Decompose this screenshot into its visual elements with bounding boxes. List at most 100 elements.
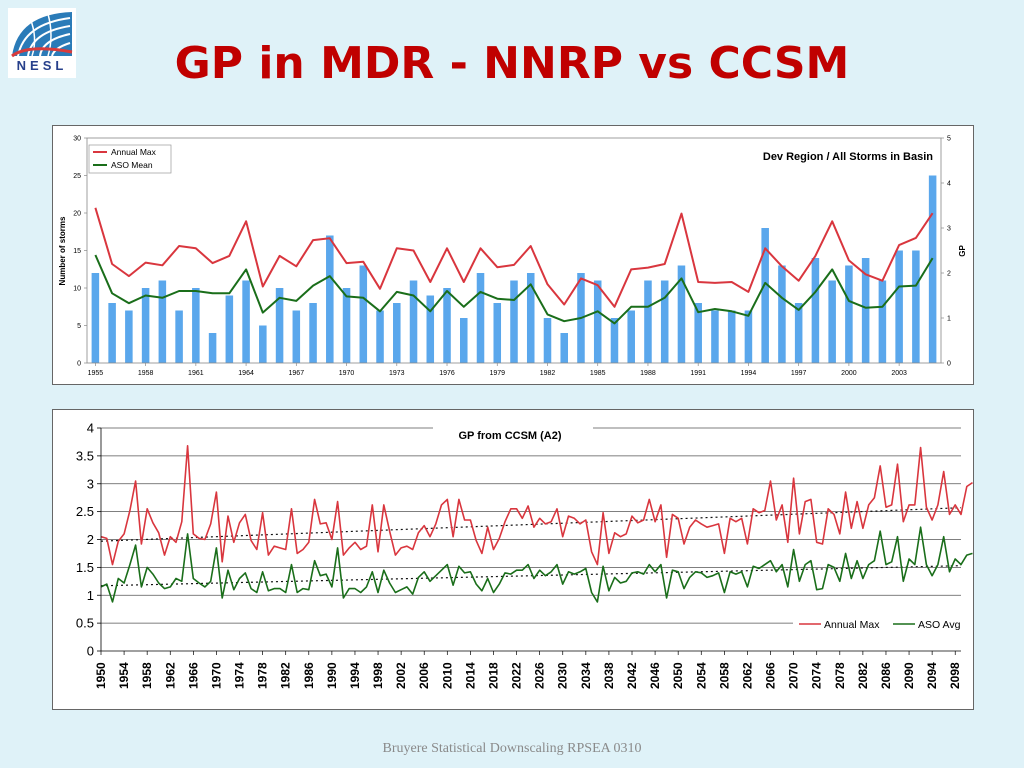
- storm-count-bar: [192, 288, 200, 363]
- y-tick-label: 0: [87, 644, 94, 659]
- x-tick-label: 1966: [186, 662, 200, 689]
- storm-count-bar: [677, 265, 686, 363]
- storm-count-bar: [108, 303, 116, 363]
- y2-tick-label: 3: [947, 226, 951, 233]
- x-tick-label: 1961: [188, 370, 204, 377]
- y-tick-label: 0: [77, 361, 81, 368]
- y-tick-label: 10: [73, 286, 81, 293]
- x-tick-label: 1958: [138, 370, 154, 377]
- x-tick-label: 2038: [602, 662, 616, 689]
- globe-icon: [11, 12, 73, 58]
- storm-count-bar: [91, 273, 100, 363]
- x-tick-label: 2042: [625, 662, 639, 689]
- x-tick-label: 1974: [233, 662, 247, 689]
- x-tick-label: 1979: [489, 370, 505, 377]
- x-tick-label: 2014: [463, 662, 477, 689]
- x-tick-label: 1985: [590, 370, 606, 377]
- x-tick-label: 2022: [510, 662, 524, 689]
- x-tick-label: 2090: [902, 662, 916, 689]
- chart1-title: Dev Region / All Storms in Basin: [763, 151, 933, 163]
- x-tick-label: 1988: [640, 370, 656, 377]
- y2-tick-label: 2: [947, 271, 951, 278]
- storm-count-bar: [141, 288, 150, 363]
- storm-count-bar: [493, 303, 502, 363]
- storm-count-bar: [175, 310, 183, 363]
- storm-count-bar: [593, 280, 602, 363]
- storm-count-bar: [309, 303, 317, 363]
- storm-count-bar: [744, 310, 753, 363]
- x-tick-label: 1976: [439, 370, 455, 377]
- storm-count-bar: [610, 318, 619, 363]
- y-tick-label: 1: [87, 588, 94, 603]
- ccsm-chart-panel: 0 0.5 1 1.5 2 2.5 3 3.5 4 1950 1954 1958 1962 1966 197…: [52, 409, 974, 710]
- storm-count-bar: [878, 280, 887, 363]
- x-tick-label: 1994: [348, 662, 362, 689]
- legend-aso-mean: ASO Mean: [111, 160, 153, 170]
- nnrp-chart-panel: 0 5 10 15 20 25 30 0 1 2 3 4 5 1955 1958 1961 1964 1967 19…: [52, 125, 974, 385]
- x-tick-label: 2026: [533, 662, 547, 689]
- y2-tick-label: 5: [947, 136, 951, 143]
- storm-count-bar: [443, 288, 451, 363]
- storm-count-bar: [711, 310, 719, 363]
- chart1-ylabel: Number of storms: [58, 216, 67, 285]
- storm-count-bar: [459, 318, 468, 363]
- y2-tick-label: 1: [947, 316, 951, 323]
- storm-count-bar: [660, 280, 669, 363]
- x-tick-label: 1962: [163, 662, 177, 689]
- storm-count-bar: [526, 273, 535, 363]
- x-tick-label: 2034: [579, 662, 593, 689]
- storm-count-bar: [409, 280, 418, 363]
- x-tick-label: 2010: [440, 662, 454, 689]
- y-tick-label: 5: [77, 323, 81, 330]
- ccsm-aso-avg-line: [100, 526, 973, 603]
- x-tick-label: 2058: [717, 662, 731, 689]
- storm-count-bar: [158, 280, 167, 363]
- x-tick-label: 2070: [787, 662, 801, 689]
- storm-count-bar: [125, 310, 133, 363]
- x-tick-label: 2000: [841, 370, 857, 377]
- storm-count-bar: [275, 288, 284, 363]
- storm-count-bar: [895, 250, 903, 363]
- y2-tick-label: 4: [947, 181, 951, 188]
- x-tick-label: 1950: [94, 662, 108, 689]
- legend-annual-max-2: Annual Max: [824, 619, 880, 631]
- storm-count-bar: [928, 175, 937, 363]
- x-tick-label: 2066: [764, 662, 778, 689]
- storm-count-bar: [208, 333, 217, 363]
- x-tick-label: 1986: [302, 662, 316, 689]
- y-tick-label: 1.5: [76, 560, 94, 575]
- y-tick-label: 15: [73, 248, 81, 255]
- x-tick-label: 2086: [879, 662, 893, 689]
- chart1-y2label: GP: [958, 245, 967, 257]
- x-tick-label: 2098: [948, 662, 962, 689]
- nesl-logo: NESL: [8, 8, 76, 78]
- storm-count-bar: [794, 303, 803, 363]
- x-tick-label: 2074: [810, 662, 824, 689]
- y-tick-label: 3.5: [76, 448, 94, 463]
- storm-count-bar: [543, 318, 552, 363]
- x-tick-label: 1990: [325, 662, 339, 689]
- storm-count-bar: [359, 265, 368, 363]
- x-tick-label: 1955: [88, 370, 104, 377]
- x-tick-label: 2002: [394, 662, 408, 689]
- page-title: GP in MDR - NNRP vs CCSM: [174, 38, 850, 89]
- chart2-title: GP from CCSM (A2): [458, 430, 561, 442]
- nnrp-chart: 0 5 10 15 20 25 30 0 1 2 3 4 5 1955 1958 1961 1964 1967 19…: [58, 136, 967, 378]
- storm-count-bar: [510, 280, 518, 363]
- x-tick-label: 2062: [740, 662, 754, 689]
- storm-count-bar: [627, 310, 635, 363]
- x-tick-label: 1978: [256, 662, 270, 689]
- y-tick-label: 2.5: [76, 504, 94, 519]
- y-tick-label: 0.5: [76, 616, 94, 631]
- x-tick-label: 1998: [371, 662, 385, 689]
- y-tick-label: 20: [73, 211, 81, 218]
- x-tick-label: 2018: [487, 662, 501, 689]
- legend-aso-avg: ASO Avg: [918, 619, 961, 631]
- annual-max-trend-line: [100, 507, 962, 542]
- x-tick-label: 1958: [140, 662, 154, 689]
- storm-count-bar: [326, 235, 334, 363]
- storm-count-bar: [727, 310, 736, 363]
- storm-count-bar: [861, 258, 870, 363]
- x-tick-label: 1991: [690, 370, 706, 377]
- y-tick-label: 25: [73, 173, 81, 180]
